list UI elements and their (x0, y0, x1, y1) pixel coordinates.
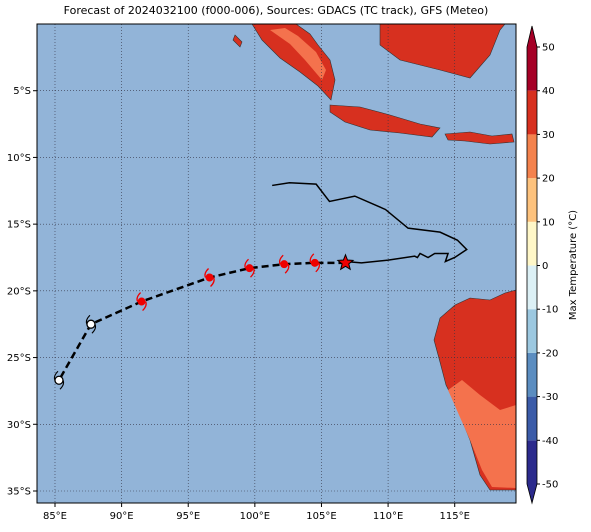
colorbar-band (527, 440, 537, 484)
colorbar-band (527, 265, 537, 310)
storm-symbol (278, 254, 290, 274)
colorbar-tick-label: 50 (542, 43, 555, 54)
colorbar-tick-label: -10 (542, 305, 558, 316)
colorbar-extend-high (527, 26, 537, 47)
y-tick-label: 35°S (7, 486, 31, 497)
island (232, 34, 243, 48)
colorbar-band (527, 352, 537, 397)
colorbar-band (527, 47, 537, 91)
x-tick-label: 110°E (373, 511, 403, 522)
colorbar-tick-label: 30 (542, 130, 555, 141)
java (329, 104, 441, 138)
observed-track (272, 182, 468, 264)
ocean (37, 24, 516, 503)
storm-center (310, 258, 319, 267)
sumatra (251, 24, 336, 101)
colorbar-band (527, 309, 537, 353)
x-tick-label: 115°E (440, 511, 470, 522)
x-tick-label: 90°E (110, 511, 134, 522)
storm-symbol (204, 268, 215, 287)
colorbar-tick-label: -20 (542, 348, 558, 359)
forecast-track (57, 261, 346, 381)
y-tick-label: 10°S (7, 153, 31, 164)
y-tick-label: 25°S (7, 353, 31, 364)
islands (444, 131, 515, 145)
colorbar-band (527, 178, 537, 222)
colorbar-tick-label: -30 (542, 392, 558, 403)
colorbar-tick-label: 20 (542, 174, 555, 185)
land-patch (270, 28, 326, 80)
y-tick-label: 15°S (7, 220, 31, 231)
storm-center (245, 264, 254, 273)
current-position (336, 253, 355, 271)
borneo (379, 24, 506, 79)
colorbar-tick-label: 10 (542, 217, 555, 228)
colorbar-band (527, 396, 537, 441)
storm-symbol (244, 258, 255, 278)
y-tick-label: 5°S (13, 86, 31, 97)
x-tick-label: 85°E (43, 511, 67, 522)
x-tick-label: 105°E (306, 511, 336, 522)
colorbar-band (527, 134, 537, 179)
colorbar-label: Max Temperature (°C) (568, 210, 579, 320)
colorbar-tick-label: -40 (542, 436, 558, 447)
colorbar-tick-label: 0 (542, 261, 548, 272)
map-title: Forecast of 2024032100 (f000-006), Sourc… (64, 4, 489, 17)
map-frame (36, 23, 517, 504)
x-tick-label: 95°E (176, 511, 200, 522)
colorbar-band (527, 90, 537, 135)
land-patch (448, 380, 516, 488)
storm-symbol (309, 253, 321, 273)
storm-center (280, 260, 289, 269)
storm-center (137, 297, 146, 306)
y-tick-label: 30°S (7, 420, 31, 431)
depression-center (54, 375, 64, 385)
x-tick-label: 100°E (240, 511, 270, 522)
colorbar-extend-low (527, 484, 537, 503)
storm-symbol (136, 292, 147, 311)
depression-center (86, 319, 96, 329)
storm-center (205, 273, 214, 282)
colorbar-tick-label: 40 (542, 86, 555, 97)
colorbar-band (527, 221, 537, 266)
colorbar-tick-label: -50 (542, 480, 558, 491)
y-tick-label: 20°S (7, 286, 31, 297)
